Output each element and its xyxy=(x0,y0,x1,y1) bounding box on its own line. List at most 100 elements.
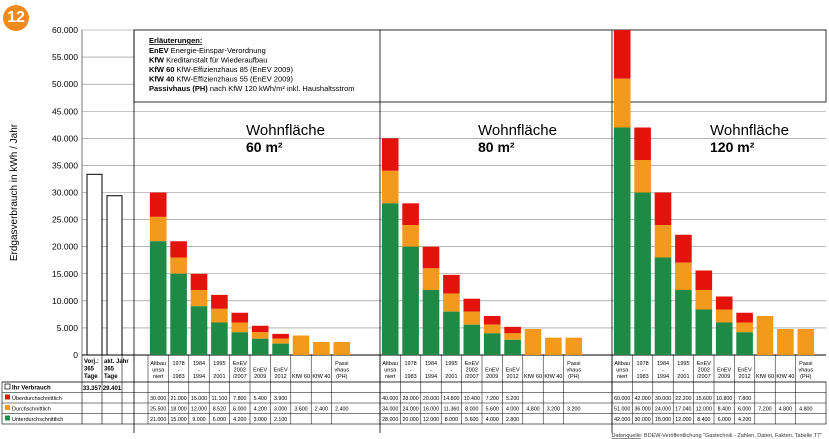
explanation-term: KfW 40 xyxy=(149,75,174,84)
category-label: 1994 xyxy=(193,374,205,380)
reference-value: 33.357 xyxy=(83,386,102,392)
category-label: - xyxy=(662,368,664,374)
value-durchschnittlich: 36.000 xyxy=(634,407,650,413)
category-label: 1978 xyxy=(172,361,184,367)
y-tick-label: 0 xyxy=(73,350,78,360)
category-label: EnEV xyxy=(485,368,499,374)
value-durchschnittlich: 12.000 xyxy=(191,407,207,413)
value-unterdurchschnittlich: 4.200 xyxy=(233,417,246,423)
value-durchschnittlich: 17.040 xyxy=(675,407,691,413)
value-durchschnittlich: 6.000 xyxy=(738,407,751,413)
value-unterdurchschnittlich: 8.000 xyxy=(445,417,458,423)
category-label: niert xyxy=(617,374,628,380)
bar-segment-ueberdurchschnittlich xyxy=(402,203,419,225)
bar-segment-unterdurchschnittlich xyxy=(149,241,167,355)
category-label: - xyxy=(198,368,200,374)
value-durchschnittlich: 7.200 xyxy=(758,407,771,413)
reference-bar xyxy=(106,195,123,356)
explanation-term: Passivhaus (PH) xyxy=(149,84,208,93)
bar-segment-ueberdurchschnittlich xyxy=(443,274,460,294)
value-durchschnittlich: 3.600 xyxy=(294,407,307,413)
bar-segment-durchschnittlich xyxy=(675,262,692,290)
source-text: : BDEW-Veröffentlichung "Gastechnik - Za… xyxy=(641,433,822,439)
value-unterdurchschnittlich: 9.000 xyxy=(192,417,205,423)
category-label: - xyxy=(682,368,684,374)
value-unterdurchschnittlich: 28.000 xyxy=(382,417,398,423)
category-label: KfW 40 xyxy=(544,374,562,380)
y-tick-label: 20.000 xyxy=(52,242,78,252)
value-durchschnittlich: 51.000 xyxy=(614,407,630,413)
category-label: EnEV xyxy=(697,361,711,367)
bar-segment-unterdurchschnittlich xyxy=(251,338,269,355)
value-ueberdurchschnittlich: 3.900 xyxy=(274,396,287,402)
bar-segment-ueberdurchschnittlich xyxy=(736,312,753,323)
value-durchschnittlich: 4.800 xyxy=(526,407,539,413)
bar-segment-durchschnittlich xyxy=(251,332,269,339)
category-label: KfW 40 xyxy=(312,374,330,380)
bar-segment-durchschnittlich xyxy=(715,309,733,323)
category-label: 1984 xyxy=(193,361,205,367)
bar-segment-unterdurchschnittlich xyxy=(272,343,289,355)
category-label: 2001 xyxy=(213,374,225,380)
bar-segment-ueberdurchschnittlich xyxy=(715,296,733,310)
category-label: EnEV xyxy=(253,368,267,374)
value-unterdurchschnittlich: 4.000 xyxy=(486,417,499,423)
bar-segment-durchschnittlich xyxy=(190,290,208,307)
category-label: unsa xyxy=(384,368,397,374)
category-label: /2007 xyxy=(233,374,247,380)
value-unterdurchschnittlich: 12.000 xyxy=(675,417,691,423)
category-label: /2007 xyxy=(465,374,479,380)
category-label: 2002 xyxy=(466,368,478,374)
category-label: EnEV xyxy=(506,368,520,374)
value-ueberdurchschnittlich: 5.200 xyxy=(506,396,519,402)
explanation-definition: Kreditanstalt für Wiederaufbau xyxy=(164,56,267,65)
explanation-title: Erläuterungen: xyxy=(149,36,202,45)
reference-value: 29.401 xyxy=(103,386,122,392)
explanation-definition: KfW-Effizienzhaus 85 (EnEV 2009) xyxy=(174,65,293,74)
bar-segment-unterdurchschnittlich xyxy=(170,273,187,355)
bar-segment-unterdurchschnittlich xyxy=(463,324,481,355)
explanation-definition: KfW-Effizienzhaus 55 (EnEV 2009) xyxy=(174,75,293,84)
value-durchschnittlich: 2.400 xyxy=(315,407,328,413)
bar-segment-ueberdurchschnittlich xyxy=(190,273,208,290)
value-durchschnittlich: 4.000 xyxy=(506,407,519,413)
category-label: vhaus xyxy=(798,368,813,374)
value-unterdurchschnittlich: 6.000 xyxy=(213,417,226,423)
reference-category-label: 365 xyxy=(84,367,95,373)
value-durchschnittlich: 4.800 xyxy=(779,407,792,413)
y-tick-label: 35.000 xyxy=(52,160,78,170)
bar-segment-ueberdurchschnittlich xyxy=(251,325,269,333)
bar-segment-ueberdurchschnittlich xyxy=(381,138,399,171)
category-label: KfW 60 xyxy=(756,374,774,380)
category-label: 1978 xyxy=(636,361,648,367)
category-label: 1983 xyxy=(636,374,648,380)
category-label: Passi xyxy=(335,361,348,367)
bar-segment-durchschnittlich xyxy=(463,311,481,325)
category-label: - xyxy=(450,368,452,374)
y-tick-label: 5.000 xyxy=(57,323,79,333)
explanation-definition: nach KfW 120 kWh/m² inkl. Haushaltsstrom xyxy=(208,84,355,93)
bar-segment-ueberdurchschnittlich xyxy=(613,30,631,79)
bar-segment-unterdurchschnittlich xyxy=(736,332,753,355)
y-tick-label: 15.000 xyxy=(52,269,78,279)
bar-segment-unterdurchschnittlich xyxy=(675,290,692,355)
bar-segment-durchschnittlich xyxy=(524,329,542,355)
bar-segment-durchschnittlich xyxy=(443,293,460,312)
category-label: 1983 xyxy=(172,374,184,380)
category-label: 2009 xyxy=(486,374,498,380)
category-label: KfW 40 xyxy=(776,374,794,380)
value-durchschnittlich: 3.200 xyxy=(567,407,580,413)
value-ueberdurchschnittlich: 28.000 xyxy=(402,396,418,402)
bar-segment-durchschnittlich xyxy=(211,308,228,323)
value-durchschnittlich: 8.000 xyxy=(465,407,478,413)
category-label: 2012 xyxy=(738,374,750,380)
bar-segment-durchschnittlich xyxy=(797,329,815,355)
bar-segment-durchschnittlich xyxy=(613,78,631,128)
value-durchschnittlich: 24.000 xyxy=(402,407,418,413)
category-label: - xyxy=(218,368,220,374)
category-label: 2002 xyxy=(698,368,710,374)
value-ueberdurchschnittlich: 15.600 xyxy=(696,396,712,402)
bar-segment-unterdurchschnittlich xyxy=(613,127,631,355)
bar-segment-durchschnittlich xyxy=(736,322,753,333)
